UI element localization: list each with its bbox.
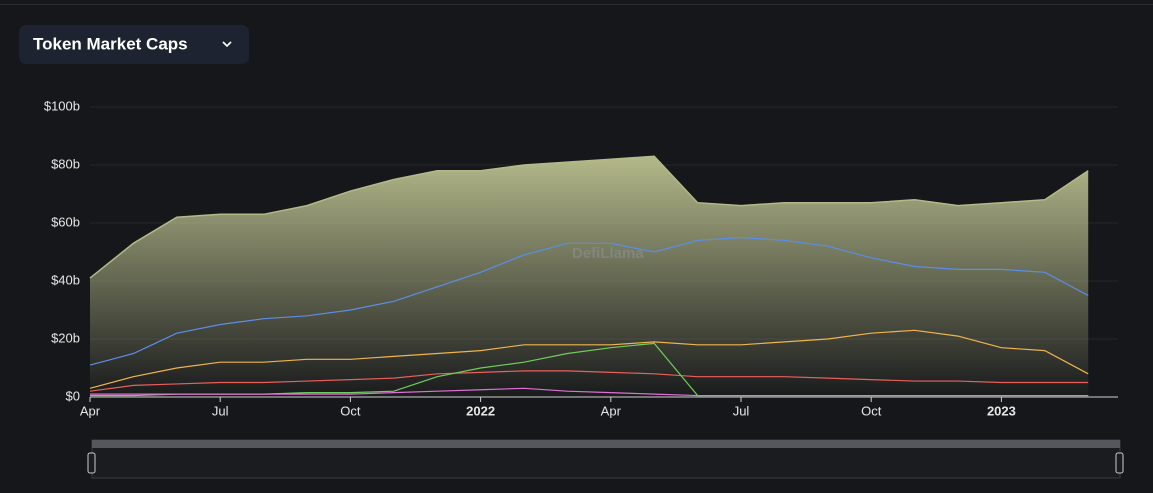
plot: $0 $20b $40b $60b $80b $100b Apr Jul Oct 2022 Apr J… (44, 98, 1118, 418)
area (90, 156, 1089, 397)
y-tick-label: $60b (51, 214, 80, 229)
y-tick-label: $80b (51, 156, 80, 171)
chart-title: Token Market Caps (33, 34, 188, 53)
watermark: DefiLlama (572, 245, 644, 262)
line (89, 370, 1089, 392)
line (89, 236, 1089, 366)
x-tick-label: Oct (861, 403, 882, 418)
x-tick-label: Jul (733, 403, 750, 418)
x-tick-label: 2023 (987, 403, 1016, 418)
x-tick-label: Jul (212, 403, 229, 418)
y-tick-label: $100b (44, 98, 80, 113)
y-tick-label: $40b (51, 272, 80, 287)
line (89, 155, 1089, 279)
line (89, 329, 1089, 389)
dropdown-icon (222, 41, 232, 48)
x-tick-label: 2022 (466, 403, 495, 418)
brush-left-handle[interactable] (87, 452, 96, 474)
line (90, 387, 1089, 397)
x-tick-label: Apr (80, 403, 101, 418)
brush-right-handle[interactable] (1115, 452, 1124, 474)
y-tick-label: $20b (51, 330, 80, 345)
x-tick-label: Oct (340, 403, 361, 418)
title-button[interactable] (19, 25, 249, 64)
brush-handle-bar[interactable] (92, 440, 1120, 448)
x-tick-label: Apr (601, 403, 622, 418)
y-tick-label: $0 (66, 388, 80, 403)
